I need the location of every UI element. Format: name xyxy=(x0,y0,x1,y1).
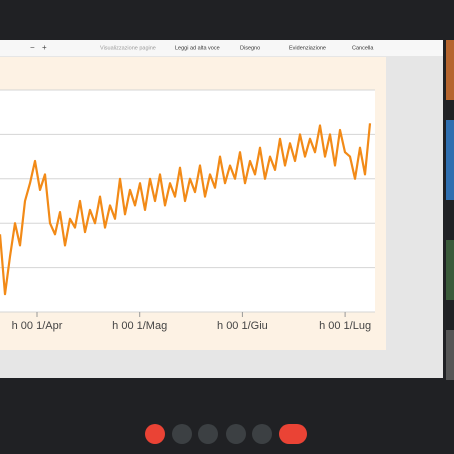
more-button[interactable] xyxy=(252,424,272,444)
camera-button[interactable] xyxy=(172,424,192,444)
participant-thumb xyxy=(446,120,454,200)
participant-thumb xyxy=(446,330,454,380)
toolbar-item[interactable]: Visualizzazione pagine xyxy=(100,45,156,51)
zoom-out[interactable]: − xyxy=(30,43,35,52)
chart: h 00 1/Apr h 00 1/Mag h 00 1/Giu h 00 1/Lug xyxy=(0,89,375,332)
toolbar-item[interactable]: Leggi ad alta voce xyxy=(175,45,220,51)
present-button[interactable] xyxy=(226,424,246,444)
x-tick-label: h 00 1/Apr xyxy=(12,320,63,332)
toolbar-item[interactable]: Disegno xyxy=(240,45,260,51)
zoom-in[interactable]: + xyxy=(42,43,47,52)
x-tick-label: h 00 1/Mag xyxy=(112,320,167,332)
participant-thumb xyxy=(446,240,454,300)
toolbar xyxy=(0,40,443,56)
plot-area xyxy=(0,90,375,312)
toolbar-item[interactable]: Cancella xyxy=(352,45,374,51)
captions-button[interactable] xyxy=(198,424,218,444)
end-call-button[interactable] xyxy=(279,424,307,444)
x-tick-label: h 00 1/Giu xyxy=(217,320,268,332)
mic-button[interactable] xyxy=(145,424,165,444)
x-tick-label: h 00 1/Lug xyxy=(319,320,371,332)
participant-thumb xyxy=(446,40,454,100)
toolbar-item[interactable]: Evidenziazione xyxy=(289,45,326,51)
data-line xyxy=(0,123,372,296)
